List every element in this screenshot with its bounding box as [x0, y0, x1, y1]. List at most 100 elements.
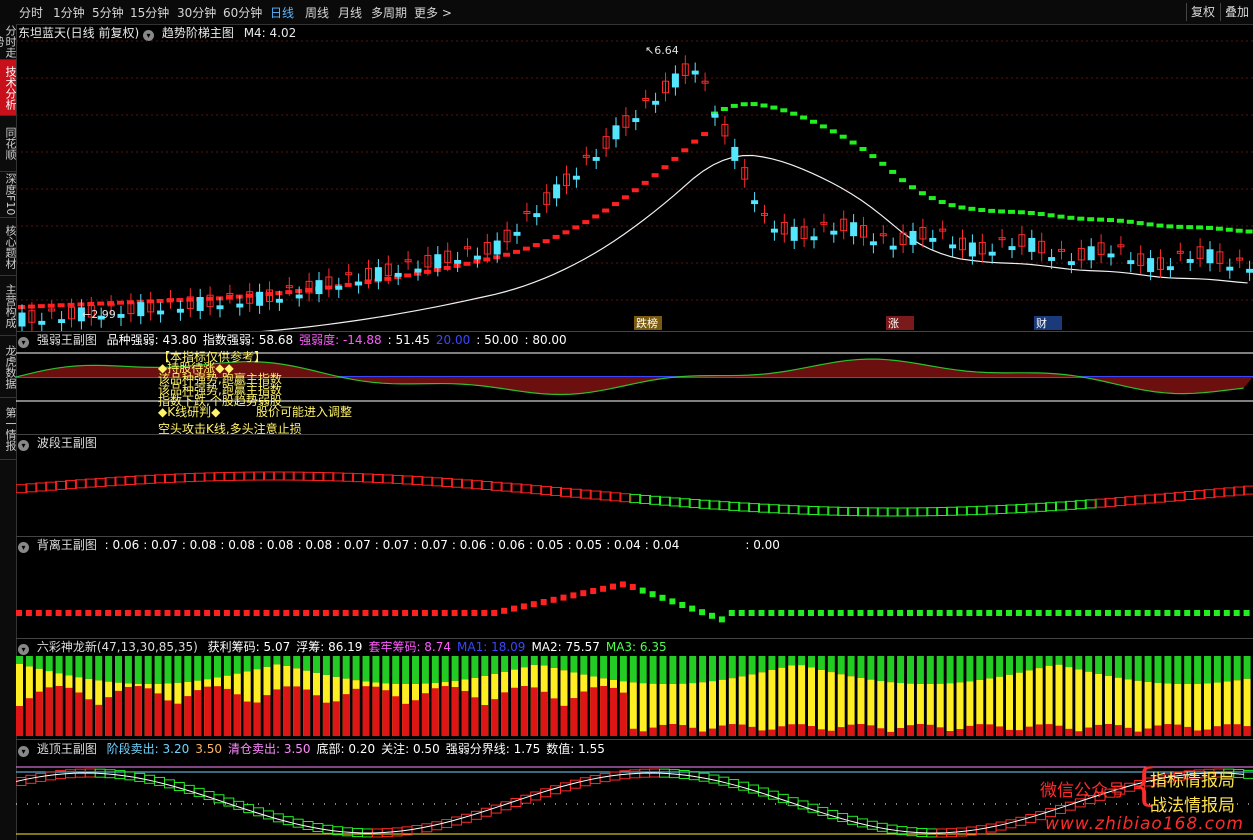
period-tab-9[interactable]: 多周期: [371, 6, 408, 20]
candle-body: [18, 312, 26, 327]
chip-yellow: [926, 683, 934, 736]
candle-body: [1186, 259, 1194, 263]
period-tab-3[interactable]: 15分钟: [130, 6, 170, 20]
wave-step: [104, 477, 117, 487]
candle-body: [266, 289, 273, 303]
divergence-mark: [184, 610, 191, 616]
chip-yellow: [798, 665, 806, 736]
diejia-button[interactable]: 叠加: [1220, 3, 1253, 21]
candle-body: [1127, 260, 1135, 265]
left-tab-6[interactable]: 龙虎数据: [0, 336, 16, 398]
panel1-settings-icon[interactable]: ▾: [18, 337, 29, 348]
chip-yellow: [808, 667, 815, 736]
chip-green: [788, 656, 796, 666]
wave-step: [381, 474, 394, 484]
period-tab-4[interactable]: 30分钟: [177, 6, 217, 20]
wave-step: [708, 500, 721, 510]
wave-step: [896, 507, 909, 517]
divergence-mark: [124, 610, 131, 616]
wave-step: [936, 506, 949, 516]
divergence-mark: [590, 588, 597, 594]
candle-body: [295, 294, 303, 299]
panel1-name[interactable]: 强弱王副图: [36, 333, 97, 347]
wave-step: [926, 507, 939, 517]
chip-red: [214, 686, 221, 736]
ladder-step: [740, 102, 748, 107]
divergence-mark: [95, 610, 102, 616]
divergence-mark: [402, 610, 409, 616]
wave-step: [1203, 489, 1216, 499]
divergence-mark: [996, 610, 1003, 616]
main-indicator-name[interactable]: 趋势阶梯主图: [161, 26, 234, 40]
chip-red: [718, 725, 726, 736]
panel5-name[interactable]: 逃顶王副图: [36, 742, 97, 756]
chip-green: [817, 656, 825, 670]
chip-yellow: [837, 674, 845, 736]
period-tab-6[interactable]: 日线: [270, 6, 295, 20]
left-tab-0[interactable]: 分时走势: [0, 24, 16, 60]
chip-yellow: [996, 676, 1004, 736]
period-tab-2[interactable]: 5分钟: [92, 6, 124, 20]
wave-step: [857, 507, 869, 517]
period-tab-1[interactable]: 1分钟: [53, 6, 85, 20]
panel2-name[interactable]: 波段王副图: [36, 436, 97, 450]
divergence-mark: [966, 610, 973, 616]
wave-step: [1114, 497, 1127, 507]
chip-green: [362, 656, 370, 682]
divergence-mark: [263, 610, 270, 616]
left-tab-4[interactable]: 核心题材: [0, 218, 16, 276]
panel2-settings-icon[interactable]: ▾: [18, 440, 29, 451]
period-tab-7[interactable]: 周线: [305, 6, 330, 20]
wave-step: [1154, 493, 1166, 503]
main-settings-icon[interactable]: ▾: [143, 30, 155, 41]
divergence-mark: [847, 610, 854, 616]
chip-green: [105, 656, 113, 682]
divergence-mark: [1184, 610, 1191, 616]
wave-step: [183, 473, 196, 483]
panel1-label-3: :: [387, 333, 396, 347]
candle-body: [1206, 249, 1214, 264]
panel4-settings-icon[interactable]: ▾: [18, 644, 29, 655]
panel4-name[interactable]: 六彩神龙新(47,13,30,85,35): [36, 640, 198, 654]
chip-red: [1223, 724, 1231, 736]
period-tab-5[interactable]: 60分钟: [223, 6, 263, 20]
chip-red: [550, 698, 558, 736]
period-tab-10[interactable]: 更多 >: [414, 6, 452, 20]
panel4-value-5: 6.35: [639, 640, 667, 654]
wave-step: [500, 482, 513, 492]
left-tab-5[interactable]: 主营构成: [0, 276, 16, 336]
divergence-mark: [293, 610, 300, 616]
ladder-step: [562, 230, 570, 235]
left-tab-2[interactable]: 同花顺: [0, 116, 16, 172]
divergence-mark: [144, 610, 151, 616]
chip-red: [412, 700, 419, 736]
wave-step: [480, 481, 493, 491]
chip-red: [808, 726, 815, 736]
candle-body: [513, 231, 521, 236]
wave-step: [114, 476, 127, 486]
period-tab-0[interactable]: 分时: [19, 6, 44, 20]
left-tab-3[interactable]: 深度F10: [0, 172, 16, 218]
chip-green: [412, 656, 419, 684]
candle-body: [563, 173, 570, 187]
period-tab-8[interactable]: 月线: [338, 6, 363, 20]
candlestick-chart[interactable]: ↖6.64 ←2.99 跌榜 涨 财: [16, 26, 1253, 331]
left-tab-7[interactable]: 第一情报: [0, 398, 16, 460]
panel3-settings-icon[interactable]: ▾: [18, 542, 29, 553]
chip-red: [471, 697, 479, 736]
divergence-mark: [1194, 610, 1201, 616]
chip-yellow: [986, 678, 994, 736]
divergence-mark: [372, 610, 379, 616]
wave-step: [738, 502, 751, 512]
chip-yellow: [956, 682, 964, 736]
fuquan-button[interactable]: 复权: [1186, 3, 1219, 21]
panel3-name[interactable]: 背离王副图: [36, 538, 97, 552]
candle-body: [147, 299, 155, 313]
main-chart-header: 东坦蓝天(日线 前复权) ▾ 趋势阶梯主图 M4: 4.02: [18, 25, 296, 41]
wave-step: [827, 506, 840, 516]
panel5-settings-icon[interactable]: ▾: [18, 746, 29, 757]
chip-yellow: [560, 670, 568, 736]
left-tab-1[interactable]: 技术分析: [0, 60, 16, 116]
chip-red: [1164, 724, 1172, 736]
panel3-value-5: : 0.08: [297, 538, 333, 552]
